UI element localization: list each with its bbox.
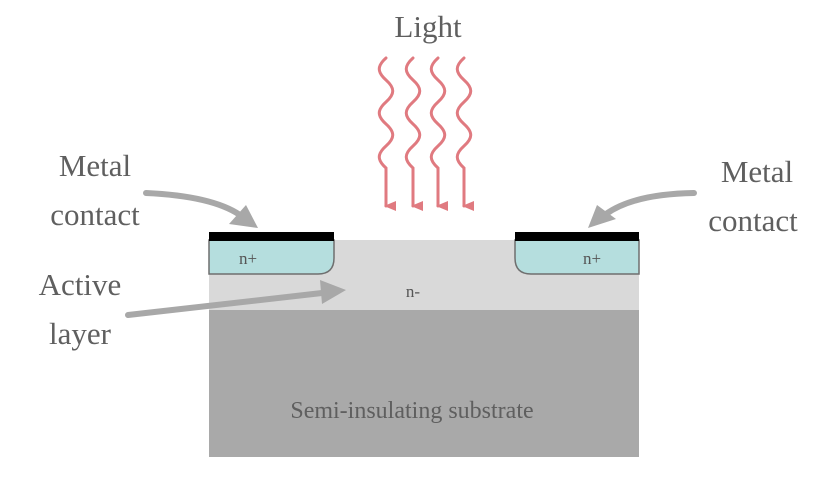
left-contact-label-line2: contact bbox=[50, 197, 140, 232]
semi-insulating-substrate bbox=[209, 310, 639, 457]
left-contact-arrow bbox=[143, 190, 258, 228]
active-layer-label-line2: layer bbox=[49, 316, 112, 351]
active-layer-label-line1: Active bbox=[39, 267, 122, 302]
light-label: Light bbox=[394, 9, 462, 44]
light-ray-1 bbox=[377, 56, 396, 211]
n-minus-label: n- bbox=[406, 282, 421, 301]
right-contact-label-line2: contact bbox=[708, 203, 798, 238]
light-ray-4 bbox=[455, 56, 474, 211]
n-plus-region-left bbox=[208, 239, 335, 275]
n-plus-region-right bbox=[514, 239, 640, 275]
active-layer-arrow bbox=[125, 280, 346, 318]
light-ray-3 bbox=[429, 56, 448, 211]
right-contact-label-line1: Metal bbox=[721, 154, 793, 189]
light-rays bbox=[377, 56, 474, 211]
n-plus-label-left: n+ bbox=[239, 249, 257, 268]
n-plus-label-right: n+ bbox=[583, 249, 601, 268]
light-ray-2 bbox=[404, 56, 423, 211]
substrate-label: Semi-insulating substrate bbox=[290, 398, 533, 424]
left-contact-label-line1: Metal bbox=[59, 148, 131, 183]
metal-contact-right bbox=[515, 232, 639, 241]
right-contact-arrow bbox=[588, 190, 697, 228]
metal-contact-left bbox=[209, 232, 334, 241]
